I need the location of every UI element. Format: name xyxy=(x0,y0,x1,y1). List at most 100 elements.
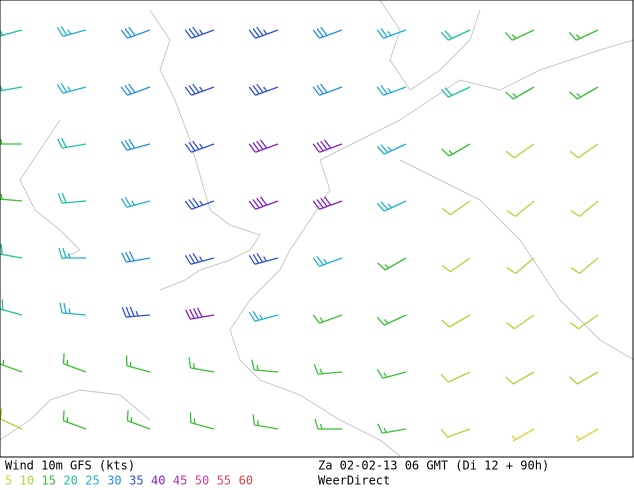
wind-barb xyxy=(58,247,86,259)
wind-barb xyxy=(441,257,471,273)
wind-barb xyxy=(0,299,23,316)
wind-barb xyxy=(248,26,279,39)
border xyxy=(399,159,634,361)
coastlines xyxy=(0,0,634,457)
map-title: Wind 10m GFS (kts) xyxy=(5,459,135,473)
legend-value: 40 xyxy=(151,474,165,488)
wind-barb xyxy=(248,310,279,322)
wind-barb xyxy=(376,200,407,212)
wind-barb xyxy=(120,26,151,39)
wind-barb xyxy=(504,29,535,41)
wind-barb xyxy=(188,357,215,373)
wind-barb xyxy=(248,252,279,265)
wind-barb xyxy=(120,196,151,208)
wind-barb xyxy=(57,192,87,204)
wind-barb xyxy=(121,306,151,318)
wind-barb xyxy=(62,410,87,430)
wind-barb xyxy=(0,84,23,92)
coastline xyxy=(0,389,151,441)
wind-barb xyxy=(506,257,535,274)
wind-barb xyxy=(440,428,471,438)
wind-barb xyxy=(248,139,279,153)
wind-barb xyxy=(441,143,471,157)
wind-barb xyxy=(312,196,343,210)
wind-barb xyxy=(252,414,279,430)
wind-barb xyxy=(377,423,407,434)
wind-barb xyxy=(441,200,471,216)
coastline xyxy=(319,39,634,161)
wind-barb xyxy=(569,314,599,330)
wind-barb xyxy=(120,83,151,96)
coastline xyxy=(19,119,81,261)
wind-barb xyxy=(376,314,407,326)
legend-value: 50 xyxy=(195,474,209,488)
wind-barb xyxy=(376,143,407,155)
wind-barb xyxy=(59,302,87,316)
legend: 5 10 15 20 25 30 35 40 45 50 55 60 xyxy=(5,474,253,488)
wind-barb xyxy=(185,307,215,320)
wind-barb xyxy=(120,138,151,151)
wind-barb xyxy=(440,86,471,98)
wind-barb xyxy=(57,137,87,149)
wind-barb xyxy=(184,197,215,210)
wind-barb xyxy=(505,143,535,159)
wind-barb xyxy=(441,314,471,328)
wind-barb xyxy=(506,200,535,217)
wind-barb xyxy=(312,139,343,153)
legend-value: 60 xyxy=(239,474,253,488)
wind-barb xyxy=(189,412,215,430)
wind-barb xyxy=(376,368,407,379)
wind-barb xyxy=(569,371,599,385)
wind-barb xyxy=(312,314,343,324)
wind-barb xyxy=(575,428,599,442)
wind-barb xyxy=(312,83,343,96)
wind-barb xyxy=(0,138,22,145)
coastline xyxy=(149,9,261,291)
legend-value: 15 xyxy=(42,474,56,488)
legend-value: 30 xyxy=(107,474,121,488)
legend-value: 5 xyxy=(5,474,12,488)
wind-barb xyxy=(570,200,599,217)
wind-barb xyxy=(314,418,342,430)
wind-barb xyxy=(505,86,535,100)
legend-value: 45 xyxy=(173,474,187,488)
wind-barb xyxy=(312,26,343,39)
wind-barb xyxy=(376,85,407,96)
legend-value: 10 xyxy=(20,474,34,488)
wind-barb xyxy=(440,371,471,383)
wind-barb xyxy=(62,353,87,373)
wind-barb xyxy=(569,86,599,100)
wind-barb xyxy=(248,83,279,96)
wind-barb xyxy=(570,257,599,274)
wind-barb xyxy=(440,29,471,41)
wind-barb xyxy=(505,314,535,330)
coastline xyxy=(229,159,401,457)
valid-time: Za 02-02-13 06 GMT (Di 12 + 90h) xyxy=(318,459,549,473)
map-frame xyxy=(0,0,634,458)
wind-barb xyxy=(312,256,343,267)
coastline xyxy=(379,0,481,91)
source: WeerDirect xyxy=(318,474,390,488)
wind-barb xyxy=(376,28,407,39)
wind-barb xyxy=(56,25,87,37)
wind-barb xyxy=(121,251,151,263)
wind-barb xyxy=(505,371,535,385)
wind-barb xyxy=(511,428,535,442)
legend-value: 20 xyxy=(63,474,77,488)
wind-barb xyxy=(184,140,215,153)
wind-barbs xyxy=(0,25,599,442)
wind-barb xyxy=(0,353,23,373)
wind-barb xyxy=(125,355,151,373)
wind-barb xyxy=(0,244,23,259)
wind-barb xyxy=(0,194,23,202)
legend-value: 55 xyxy=(217,474,231,488)
wind-barb xyxy=(568,29,599,41)
wind-barb xyxy=(0,29,23,37)
wind-barb xyxy=(569,143,599,159)
wind-barb xyxy=(248,196,279,210)
wind-barb xyxy=(251,359,279,373)
wind-barb xyxy=(184,26,215,39)
